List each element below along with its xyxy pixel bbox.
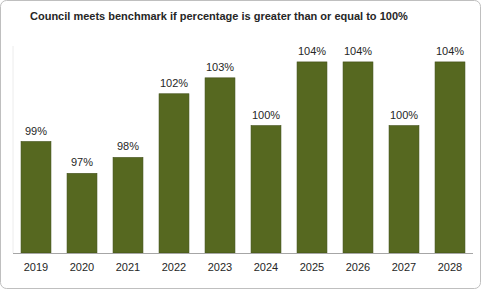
category-label: 2028 [438, 261, 462, 273]
data-label: 100% [252, 109, 280, 121]
data-label: 104% [436, 45, 464, 57]
data-label: 104% [298, 45, 326, 57]
chart-container: Council meets benchmark if percentage is… [0, 0, 481, 289]
bar [297, 62, 327, 253]
bars [21, 62, 465, 253]
data-label: 97% [71, 156, 93, 168]
category-label: 2021 [116, 261, 140, 273]
category-label: 2020 [70, 261, 94, 273]
bar [205, 78, 235, 253]
category-label: 2027 [392, 261, 416, 273]
category-label: 2026 [346, 261, 370, 273]
chart-title: Council meets benchmark if percentage is… [30, 10, 408, 22]
data-label: 102% [160, 77, 188, 89]
bar [435, 62, 465, 253]
bar [21, 142, 51, 253]
data-label: 99% [25, 125, 47, 137]
bar [113, 157, 143, 253]
chart-svg: Council meets benchmark if percentage is… [0, 0, 481, 289]
bar [251, 126, 281, 253]
category-label: 2025 [300, 261, 324, 273]
data-label: 98% [117, 140, 139, 152]
category-axis-line [13, 253, 473, 254]
category-label: 2023 [208, 261, 232, 273]
chart-border [1, 1, 481, 289]
value-axis-line [13, 46, 14, 253]
data-label: 103% [206, 61, 234, 73]
bar [67, 173, 97, 253]
data-label: 100% [390, 109, 418, 121]
labels: 99% 97% 98% 102% 103% 100% 104% 104% 100% 104% [25, 45, 464, 168]
bar [343, 62, 373, 253]
category-label: 2022 [162, 261, 186, 273]
category-label: 2019 [24, 261, 48, 273]
data-label: 104% [344, 45, 372, 57]
bar [159, 94, 189, 253]
bar [389, 126, 419, 253]
category-label: 2024 [254, 261, 278, 273]
